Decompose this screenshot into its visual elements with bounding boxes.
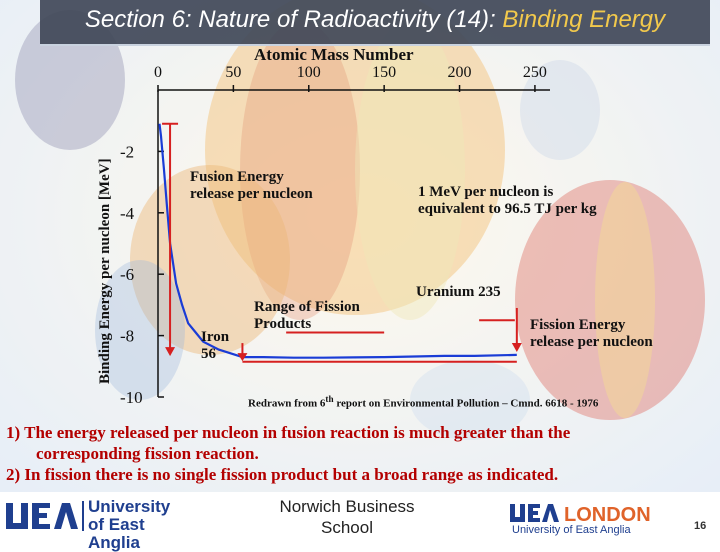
tick-labels: 0 50 100 150 200 250 -2 -4 -6 -8 -10 — [120, 64, 547, 407]
iron-label: Iron 56 — [201, 329, 230, 362]
uea-logo — [6, 501, 84, 531]
fusion-arrow-head — [165, 347, 176, 357]
y-axis-label: Binding Energy per nucleon [MeV] — [97, 158, 113, 384]
svg-text:University of East Anglia: University of East Anglia — [512, 524, 631, 536]
y-tick-label: -2 — [120, 142, 134, 161]
y-tick-label: -8 — [120, 327, 134, 346]
uea-london-logo: LONDON University of East Anglia — [510, 504, 651, 536]
x-tick-label: 200 — [448, 64, 472, 81]
y-tick-label: -6 — [120, 265, 134, 284]
fission-range-label: Range of Fission Products — [254, 299, 360, 332]
svg-text:LONDON: LONDON — [564, 504, 651, 526]
footer — [0, 492, 720, 540]
title-accent: Binding Energy — [502, 6, 666, 33]
y-tick-label: -4 — [120, 204, 135, 223]
red-markers — [162, 122, 522, 363]
page-number: 16 — [694, 520, 707, 532]
x-tick-label: 250 — [523, 64, 547, 81]
title-main: Section 6: Nature of Radioactivity (14): — [84, 6, 496, 33]
x-tick-label: 150 — [372, 64, 396, 81]
equivalence-note: 1 MeV per nucleon is equivalent to 96.5 … — [418, 184, 597, 217]
note-item-1-cont: corresponding fission reaction. — [36, 444, 259, 463]
x-tick-label: 0 — [154, 64, 162, 81]
slide-title: Section 6: Nature of Radioactivity (14):… — [40, 6, 710, 34]
norwich-business-school: Norwich Business School — [279, 497, 415, 537]
binding-energy-curve — [158, 123, 517, 359]
note-item-1: 1) The energy released per nucleon in fu… — [6, 423, 571, 442]
x-tick-label: 100 — [297, 64, 321, 81]
notes-list: 1) The energy released per nucleon in fu… — [6, 422, 716, 485]
source-note: Redrawn from 6th report on Environmental… — [248, 394, 599, 410]
uranium-label: Uranium 235 — [416, 284, 501, 300]
fusion-label: Fusion Energy release per nucleon — [190, 169, 313, 202]
x-axis-label: Atomic Mass Number — [254, 45, 414, 64]
x-tick-label: 50 — [225, 64, 241, 81]
uranium-arrow-head — [511, 342, 522, 352]
note-item-2: 2) In fission there is no single fission… — [6, 465, 559, 484]
y-tick-label: -10 — [120, 388, 143, 407]
uea-logo-text: University of East Anglia — [88, 497, 171, 552]
iron-arrow-head — [237, 353, 248, 362]
binding-energy-chart: 0 50 100 150 200 250 -2 -4 -6 -8 -10 — [120, 64, 550, 407]
title-bar: Section 6: Nature of Radioactivity (14):… — [40, 0, 710, 46]
chart-axes — [157, 85, 550, 398]
fission-energy-label: Fission Energy release per nucleon — [530, 317, 653, 350]
binding-energy-line — [158, 123, 517, 359]
